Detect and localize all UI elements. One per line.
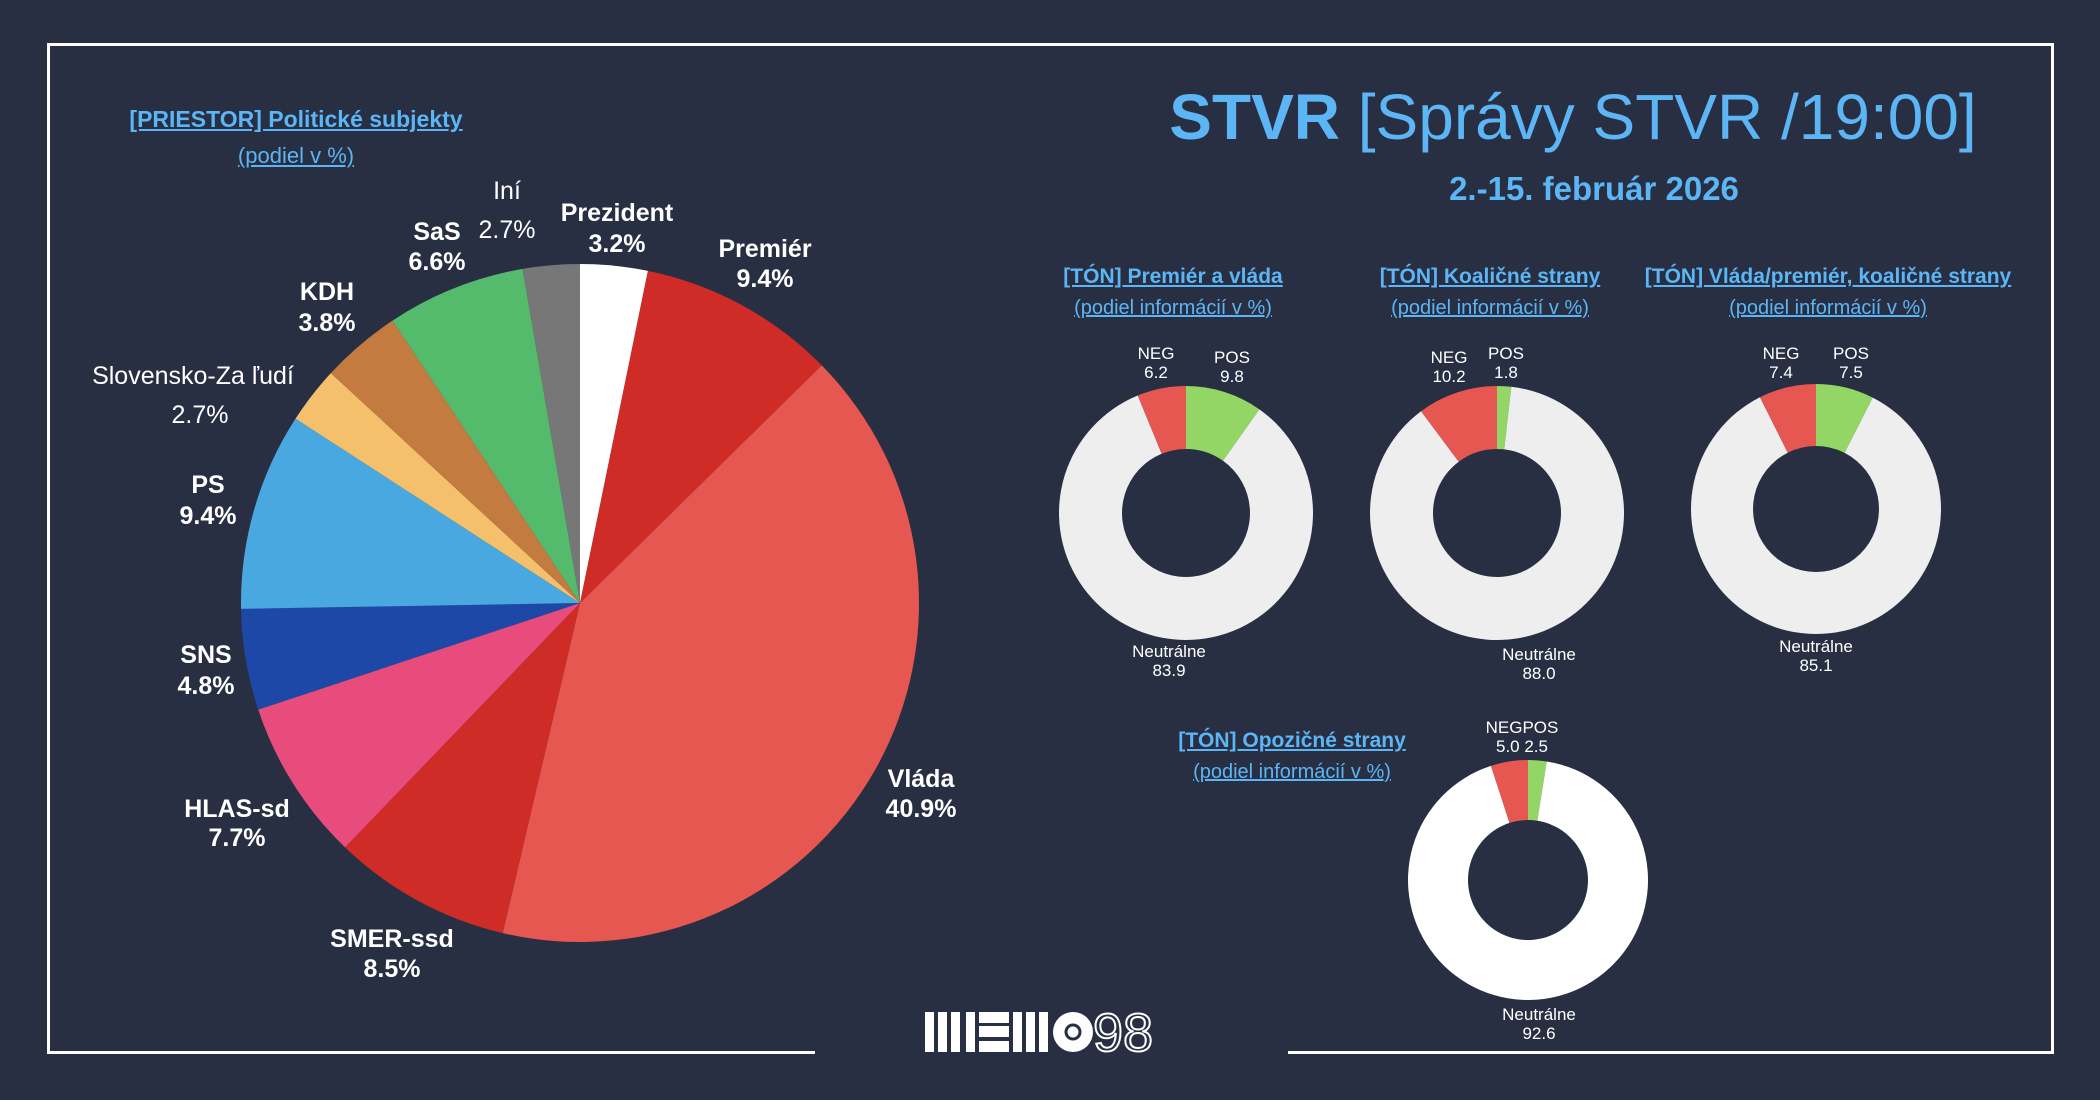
donut-3-slice-neutr-lne (1691, 397, 1941, 634)
main-pie-slice-in- (522, 264, 580, 603)
donut-4-value-negpos: 5.0 2.5 (1496, 737, 1548, 756)
pie-value-kdh: 3.8% (298, 309, 356, 337)
pie-label-in-: Iní (493, 177, 521, 205)
pie-label-sas: SaS (413, 218, 461, 246)
donut-1-value-neutrlne: 83.9 (1152, 661, 1186, 680)
pie-title[interactable]: [PRIESTOR] Politické subjekty (129, 106, 463, 132)
date-range: 2.-15. február 2026 (1449, 170, 1739, 207)
frame-left (47, 43, 50, 1054)
donut-2-label-pos: POS (1488, 344, 1524, 363)
donut-2-label-neg: NEG (1430, 348, 1468, 367)
donut-2-title[interactable]: [TÓN] Koaličné strany (1379, 265, 1601, 288)
donut-2-value-neg: 10.2 (1432, 367, 1466, 386)
donut-2-subtitle[interactable]: (podiel informácií v %) (1391, 297, 1589, 319)
page-title: STVR [Správy STVR /19:00] (1169, 81, 1977, 153)
donut-1-value-neg: 6.2 (1144, 363, 1168, 382)
donut-3-title[interactable]: [TÓN] Vláda/premiér, koaličné strany (1644, 265, 2012, 288)
donut-4-title[interactable]: [TÓN] Opozičné strany (1178, 729, 1406, 752)
donut-1-slice-pos (1186, 386, 1260, 461)
pie-value-vl-da: 40.9% (885, 795, 957, 823)
donut-3-value-pos: 7.5 (1839, 363, 1863, 382)
main-pie-slice-slovensko-za-ud- (295, 373, 580, 603)
donut-1-value-pos: 9.8 (1220, 367, 1244, 386)
pie-label-prezident: Prezident (560, 199, 674, 227)
main-pie-slice-smer-ssd (345, 603, 580, 934)
main-pie-slice-hlas-sd (258, 603, 580, 848)
pie-label-vl-da: Vláda (887, 765, 955, 793)
pie-label-kdh: KDH (299, 278, 355, 306)
pie-label-ps: PS (191, 471, 225, 499)
donut-1-slice-neg (1137, 386, 1186, 454)
donut-2-slice-neg (1421, 386, 1497, 462)
donut-4-subtitle[interactable]: (podiel informácií v %) (1193, 761, 1391, 783)
donut-1-subtitle[interactable]: (podiel informácií v %) (1074, 297, 1272, 319)
pie-label-hlas-sd: HLAS-sd (184, 795, 290, 823)
pie-value-premi-r: 9.4% (736, 265, 794, 293)
donut-2-slice-pos (1497, 386, 1512, 450)
pie-label-slovensko-za-ud-: Slovensko-Za ľudí (92, 362, 294, 390)
pie-label-sns: SNS (180, 641, 232, 669)
pie-label-smer-ssd: SMER-ssd (330, 925, 454, 953)
donut-2-slice-neutr-lne (1369, 386, 1624, 640)
pie-value-slovensko-za-ud-: 2.7% (171, 401, 229, 429)
main-pie-slice-vl-da (502, 365, 919, 942)
donut-1-title[interactable]: [TÓN] Premiér a vláda (1063, 265, 1283, 288)
donut-1-slice-neutr-lne (1059, 395, 1313, 640)
donut-4-slice-pos (1528, 760, 1547, 821)
donut-3-subtitle[interactable]: (podiel informácií v %) (1729, 297, 1927, 319)
donut-1-label-neg: NEG (1137, 344, 1175, 363)
pie-subtitle[interactable]: (podiel v %) (237, 143, 355, 168)
pie-value-smer-ssd: 8.5% (363, 955, 421, 983)
main-pie-slice-kdh (330, 320, 580, 603)
donut-3-label-neutrlne: Neutrálne (1779, 637, 1853, 656)
pie-value-ps: 9.4% (179, 502, 237, 530)
main-pie-slice-premi-r (580, 270, 822, 603)
main-pie-slice-prezident (580, 264, 648, 603)
frame-top (48, 43, 2054, 46)
donut-4-value-neutralne: 92.6 (1522, 1024, 1556, 1043)
frame-right (2051, 43, 2054, 1054)
donut-4-slice-neutr-lne (1408, 761, 1648, 1001)
donut-2-value-neutrlne: 88.0 (1522, 664, 1556, 683)
donut-1-label-neutrlne: Neutrálne (1132, 642, 1206, 661)
donut-3-value-neutrlne: 85.1 (1799, 656, 1833, 675)
main-pie-slice-sas (392, 268, 580, 603)
pie-value-prezident: 3.2% (588, 230, 646, 258)
donut-4-slice-neg (1490, 760, 1528, 823)
donut-4-label-negpos: NEGPOS (1485, 718, 1559, 737)
donut-3-value-neg: 7.4 (1769, 363, 1793, 382)
main-pie-slice-ps (241, 418, 580, 609)
donut-3-slice-neg (1759, 384, 1816, 453)
donut-4-label-neutralne: Neutrálne (1502, 1005, 1576, 1024)
frame-bottom-right (1288, 1051, 2054, 1054)
donut-3-label-pos: POS (1833, 344, 1869, 363)
frame-bottom-left (47, 1051, 815, 1054)
donut-3-slice-pos (1816, 384, 1873, 453)
main-pie-slice-sns (241, 603, 580, 710)
pie-label-premi-r: Premiér (718, 235, 812, 263)
donut-2-label-neutrlne: Neutrálne (1502, 645, 1576, 664)
donut-3-label-neg: NEG (1762, 344, 1800, 363)
pie-value-in-: 2.7% (478, 216, 536, 244)
pie-value-sas: 6.6% (408, 248, 466, 276)
donut-1-label-pos: POS (1214, 348, 1250, 367)
donut-2-value-pos: 1.8 (1494, 363, 1518, 382)
pie-value-hlas-sd: 7.7% (208, 824, 266, 852)
pie-value-sns: 4.8% (177, 672, 235, 700)
